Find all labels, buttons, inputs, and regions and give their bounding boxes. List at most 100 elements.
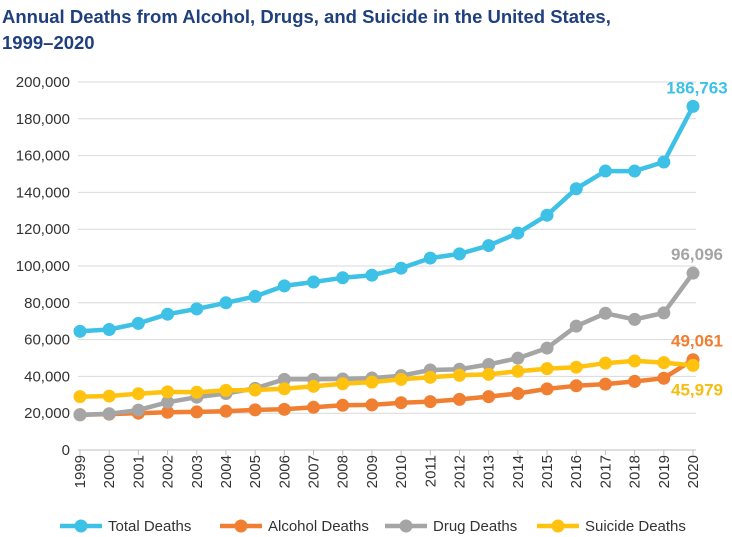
data-point-suicide-deaths (73, 390, 87, 404)
legend-item-suicide-deaths: Suicide Deaths (537, 518, 686, 535)
data-point-total-deaths (365, 268, 379, 282)
data-point-suicide-deaths (657, 356, 671, 370)
legend-label: Suicide Deaths (585, 518, 686, 535)
data-point-alcohol-deaths (161, 405, 175, 419)
series-suicide-deaths (73, 354, 700, 404)
y-tick-label: 100,000 (16, 258, 70, 275)
data-point-drug-deaths (131, 403, 145, 417)
data-point-drug-deaths (511, 351, 525, 365)
x-tick-label: 2012 (451, 455, 468, 488)
data-point-drug-deaths (657, 306, 671, 320)
legend-marker (399, 519, 413, 533)
chart-title: Annual Deaths from Alcohol, Drugs, and S… (2, 4, 722, 56)
series-total-deaths (73, 99, 700, 338)
x-tick-label: 2005 (247, 455, 264, 488)
data-point-alcohol-deaths (365, 398, 379, 412)
legend-label: Total Deaths (108, 518, 191, 535)
data-point-total-deaths (628, 164, 642, 178)
data-point-total-deaths (511, 226, 525, 240)
gridlines (78, 81, 696, 414)
x-tick-label: 2016 (568, 455, 585, 488)
data-point-alcohol-deaths (336, 398, 350, 412)
data-point-alcohol-deaths (423, 395, 437, 409)
data-point-drug-deaths (540, 341, 554, 355)
data-point-total-deaths (336, 271, 350, 285)
data-point-suicide-deaths (598, 356, 612, 370)
series-group (73, 99, 700, 422)
data-point-suicide-deaths (219, 383, 233, 397)
legend-label: Alcohol Deaths (268, 518, 369, 535)
data-point-suicide-deaths (511, 364, 525, 378)
data-point-total-deaths (131, 316, 145, 330)
x-tick-label: 2017 (597, 455, 614, 488)
data-point-total-deaths (102, 322, 116, 336)
data-point-total-deaths (248, 289, 262, 303)
end-label-suicide-deaths: 45,979 (671, 380, 723, 399)
x-tick-label: 2007 (306, 455, 323, 488)
data-point-suicide-deaths (336, 377, 350, 391)
data-point-total-deaths (686, 99, 700, 113)
x-tick-label: 2000 (101, 455, 118, 488)
data-point-total-deaths (423, 251, 437, 265)
chart-title-line-1: Annual Deaths from Alcohol, Drugs, and S… (2, 6, 611, 27)
data-point-suicide-deaths (569, 360, 583, 374)
data-point-suicide-deaths (365, 375, 379, 389)
end-label-alcohol-deaths: 49,061 (671, 332, 723, 351)
data-point-suicide-deaths (394, 372, 408, 386)
y-tick-label: 160,000 (16, 148, 70, 165)
data-point-total-deaths (598, 164, 612, 178)
x-tick-label: 2018 (627, 455, 644, 488)
legend-label: Drug Deaths (433, 518, 517, 535)
data-point-drug-deaths (102, 407, 116, 421)
legend-marker (551, 519, 565, 533)
data-point-total-deaths (307, 275, 321, 289)
y-tick-label: 140,000 (16, 184, 70, 201)
data-point-alcohol-deaths (511, 387, 525, 401)
data-point-drug-deaths (73, 408, 87, 422)
x-tick-label: 2008 (335, 455, 352, 488)
data-point-drug-deaths (482, 357, 496, 371)
x-tick-label: 2020 (685, 455, 702, 488)
data-point-suicide-deaths (307, 379, 321, 393)
y-tick-label: 20,000 (24, 405, 70, 422)
y-tick-label: 200,000 (16, 74, 70, 91)
y-tick-label: 80,000 (24, 295, 70, 312)
data-point-suicide-deaths (423, 370, 437, 384)
data-point-alcohol-deaths (482, 390, 496, 404)
data-point-alcohol-deaths (540, 382, 554, 396)
x-tick-label: 2009 (364, 455, 381, 488)
series-line-total-deaths (77, 104, 696, 334)
data-point-drug-deaths (277, 372, 291, 386)
x-tick-label: 2001 (130, 455, 147, 488)
x-tick-label: 2002 (160, 455, 177, 488)
data-point-suicide-deaths (628, 354, 642, 368)
data-point-total-deaths (277, 279, 291, 293)
data-point-drug-deaths (628, 312, 642, 326)
x-tick-label: 2004 (218, 455, 235, 488)
data-point-alcohol-deaths (190, 405, 204, 419)
end-labels: 186,763 49,061 96,096 45,979 (666, 78, 727, 399)
legend-item-total-deaths: Total Deaths (60, 518, 191, 535)
data-point-suicide-deaths (686, 358, 700, 372)
end-label-drug-deaths: 96,096 (671, 245, 723, 264)
data-point-total-deaths (452, 247, 466, 261)
data-point-total-deaths (394, 261, 408, 275)
data-point-alcohol-deaths (657, 371, 671, 385)
x-tick-label: 2014 (510, 455, 527, 488)
y-tick-label: 0 (62, 442, 70, 459)
data-point-suicide-deaths (248, 383, 262, 397)
data-point-suicide-deaths (131, 387, 145, 401)
data-point-alcohol-deaths (248, 403, 262, 417)
data-point-alcohol-deaths (219, 404, 233, 418)
data-point-alcohol-deaths (277, 402, 291, 416)
data-point-suicide-deaths (277, 382, 291, 396)
data-point-total-deaths (657, 155, 671, 169)
data-point-alcohol-deaths (598, 377, 612, 391)
data-point-alcohol-deaths (569, 379, 583, 393)
y-tick-label: 40,000 (24, 368, 70, 385)
y-tick-label: 180,000 (16, 111, 70, 128)
data-point-total-deaths (569, 182, 583, 196)
data-point-suicide-deaths (482, 367, 496, 381)
data-point-total-deaths (540, 208, 554, 222)
